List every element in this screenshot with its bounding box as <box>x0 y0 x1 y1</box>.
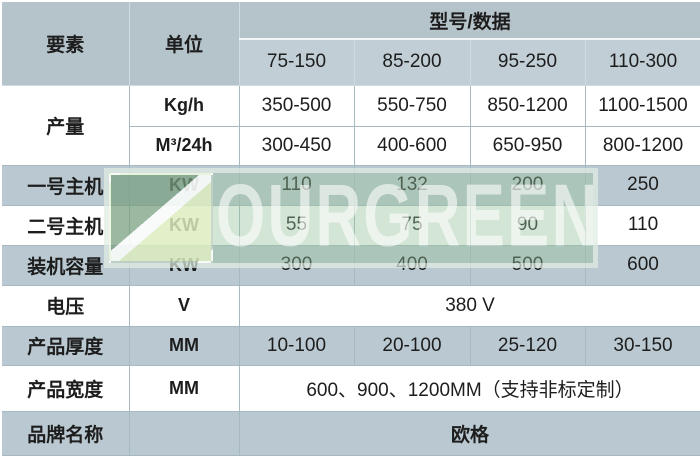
value-cell: 30-150 <box>584 325 700 366</box>
row-label-host1: 一号主机 <box>0 164 130 206</box>
header-row-models: 75-150 85-200 95-250 110-300 <box>1 38 700 86</box>
model-col-85-200: 85-200 <box>353 38 471 86</box>
spec-row-brand: 品牌名称 欧格 <box>0 410 700 456</box>
row-label-installed-power: 装机容量 <box>0 244 130 286</box>
unit-cell: MM <box>128 325 240 366</box>
value-cell: 110 <box>584 204 700 246</box>
model-col-75-150: 75-150 <box>238 38 355 86</box>
value-cell: 25-120 <box>469 325 586 366</box>
value-cell: 400 <box>353 244 471 286</box>
value-cell: 500 <box>469 244 586 286</box>
header-row-top: 要素 单位 型号/数据 <box>0 0 700 86</box>
spec-row-installed-power: 装机容量 KW 300 400 500 600 <box>0 244 700 286</box>
value-cell: 800-1200 <box>584 125 700 166</box>
value-cell: 200 <box>469 164 586 206</box>
value-cell: 850-1200 <box>469 84 586 127</box>
spec-row-host1: 一号主机 KW 110 132 200 250 <box>0 164 700 206</box>
value-cell: 10-100 <box>238 325 355 366</box>
value-cell: 110 <box>238 164 355 206</box>
value-cell: 20-100 <box>353 325 471 366</box>
value-cell: 1100-1500 <box>584 84 700 127</box>
spec-row-capacity-kgh: 产量 Kg/h 350-500 550-750 850-1200 1100-15… <box>0 84 700 166</box>
value-cell-merged: 600、900、1200MM（支持非标定制） <box>238 364 700 412</box>
spec-row-voltage: 电压 V 380 V <box>0 284 700 327</box>
value-cell: 550-750 <box>353 84 471 127</box>
header-element: 要素 <box>0 0 130 86</box>
value-cell: 90 <box>469 204 586 246</box>
row-label-host2: 二号主机 <box>0 204 130 246</box>
unit-cell: MM <box>128 364 240 412</box>
spec-row-host2: 二号主机 KW 55 75 90 110 <box>0 204 700 246</box>
value-cell: 350-500 <box>238 84 355 127</box>
unit-cell: M³/24h <box>128 125 240 166</box>
header-model-data: 型号/数据 <box>238 0 700 40</box>
spec-row-thickness: 产品厚度 MM 10-100 20-100 25-120 30-150 <box>0 325 700 366</box>
value-cell: 75 <box>353 204 471 246</box>
value-cell-merged: 380 V <box>238 284 700 327</box>
model-col-95-250: 95-250 <box>469 38 586 86</box>
unit-cell: V <box>128 284 240 327</box>
row-label-capacity: 产量 <box>0 84 130 166</box>
value-cell: 300 <box>238 244 355 286</box>
spec-row-capacity-m3: M³/24h 300-450 400-600 650-950 800-1200 <box>1 125 700 166</box>
row-label-voltage: 电压 <box>0 284 130 327</box>
value-cell: 600 <box>584 244 700 286</box>
value-cell: 300-450 <box>238 125 355 166</box>
value-cell: 650-950 <box>469 125 586 166</box>
unit-cell: Kg/h <box>128 84 240 127</box>
spec-row-width: 产品宽度 MM 600、900、1200MM（支持非标定制） <box>0 364 700 412</box>
value-cell-merged: 欧格 <box>238 410 700 456</box>
value-cell: 55 <box>238 204 355 246</box>
value-cell: 132 <box>353 164 471 206</box>
unit-cell-empty <box>128 410 240 456</box>
row-label-thickness: 产品厚度 <box>0 325 130 366</box>
model-col-110-300: 110-300 <box>584 38 700 86</box>
row-label-width: 产品宽度 <box>0 364 130 412</box>
unit-cell: KW <box>128 204 240 246</box>
value-cell: 250 <box>584 164 700 206</box>
header-unit: 单位 <box>128 0 240 86</box>
unit-cell: KW <box>128 244 240 286</box>
value-cell: 400-600 <box>353 125 471 166</box>
unit-cell: KW <box>128 164 240 206</box>
row-label-brand: 品牌名称 <box>0 410 130 456</box>
